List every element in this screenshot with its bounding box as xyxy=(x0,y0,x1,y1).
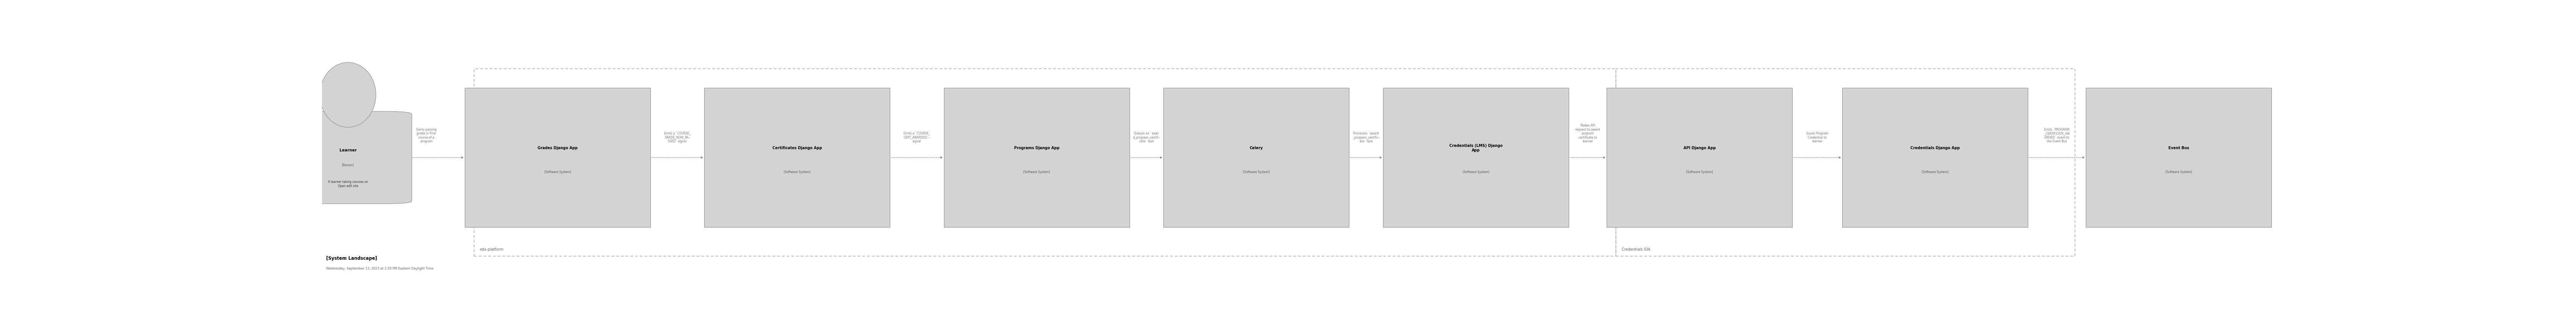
Bar xyxy=(703,88,889,227)
Text: [Software System]: [Software System] xyxy=(1023,170,1051,174)
Text: [Person]: [Person] xyxy=(343,163,353,167)
Bar xyxy=(1615,69,2074,256)
Bar xyxy=(2087,88,2272,227)
Ellipse shape xyxy=(319,62,376,127)
Text: Wednesday, September 13, 2023 at 2:29 PM Eastern Daylight Time: Wednesday, September 13, 2023 at 2:29 PM… xyxy=(327,267,433,271)
Bar xyxy=(474,69,1615,256)
FancyBboxPatch shape xyxy=(283,111,412,204)
Text: Queues an `awar
d_program_certifi–
cate` task: Queues an `awar d_program_certifi– cate`… xyxy=(1133,132,1159,143)
Text: Earns passing
grade in final
course of a
program: Earns passing grade in final course of a… xyxy=(417,128,435,143)
Text: [Software System]: [Software System] xyxy=(1922,170,1947,174)
Text: Credentials Django App: Credentials Django App xyxy=(1911,146,1960,150)
Bar xyxy=(1607,88,1793,227)
Text: [Software System]: [Software System] xyxy=(1687,170,1713,174)
Bar xyxy=(464,88,649,227)
Text: Credentials IDA: Credentials IDA xyxy=(1623,247,1651,251)
Text: Celery: Celery xyxy=(1249,146,1262,150)
Text: Event Bus: Event Bus xyxy=(2169,146,2190,150)
Text: Emits `PROGRAM
_CERTIFICATE_AW
ARDED` event to
the Event Bus: Emits `PROGRAM _CERTIFICATE_AW ARDED` ev… xyxy=(2043,128,2069,143)
Text: [Software System]: [Software System] xyxy=(1244,170,1270,174)
Text: Credentials (LMS) Django
App: Credentials (LMS) Django App xyxy=(1450,144,1502,152)
Text: [System Landscape]: [System Landscape] xyxy=(327,256,376,261)
Text: Grades Django App: Grades Django App xyxy=(538,146,577,150)
Text: Issues Program
Credential to
learner: Issues Program Credential to learner xyxy=(1806,132,1829,143)
Text: Makes API
request to award
program
certificate to
learner: Makes API request to award program certi… xyxy=(1577,124,1600,143)
Text: [Software System]: [Software System] xyxy=(783,170,811,174)
Bar xyxy=(1842,88,2027,227)
Bar xyxy=(1383,88,1569,227)
Text: [Software System]: [Software System] xyxy=(1463,170,1489,174)
Bar xyxy=(1164,88,1350,227)
Text: A learner taking courses on
Open edX site: A learner taking courses on Open edX sit… xyxy=(327,180,368,188)
Text: Emits a `COURSE_
GRADE_NOW_PA–
SSED` signal: Emits a `COURSE_ GRADE_NOW_PA– SSED` sig… xyxy=(665,131,690,143)
Text: Programs Django App: Programs Django App xyxy=(1015,146,1059,150)
Text: [Software System]: [Software System] xyxy=(2166,170,2192,174)
Text: API Django App: API Django App xyxy=(1682,146,1716,150)
Text: [Software System]: [Software System] xyxy=(544,170,572,174)
Text: Emits a `COURSE_
CERT_AWARDED`–
signal: Emits a `COURSE_ CERT_AWARDED`– signal xyxy=(904,132,930,143)
Bar xyxy=(943,88,1128,227)
Text: Processes `award
_program_certific–
ate` task: Processes `award _program_certific– ate`… xyxy=(1352,132,1381,143)
Text: Learner: Learner xyxy=(340,149,355,152)
Text: edx-platform: edx-platform xyxy=(479,247,502,251)
Text: Certificates Django App: Certificates Django App xyxy=(773,146,822,150)
